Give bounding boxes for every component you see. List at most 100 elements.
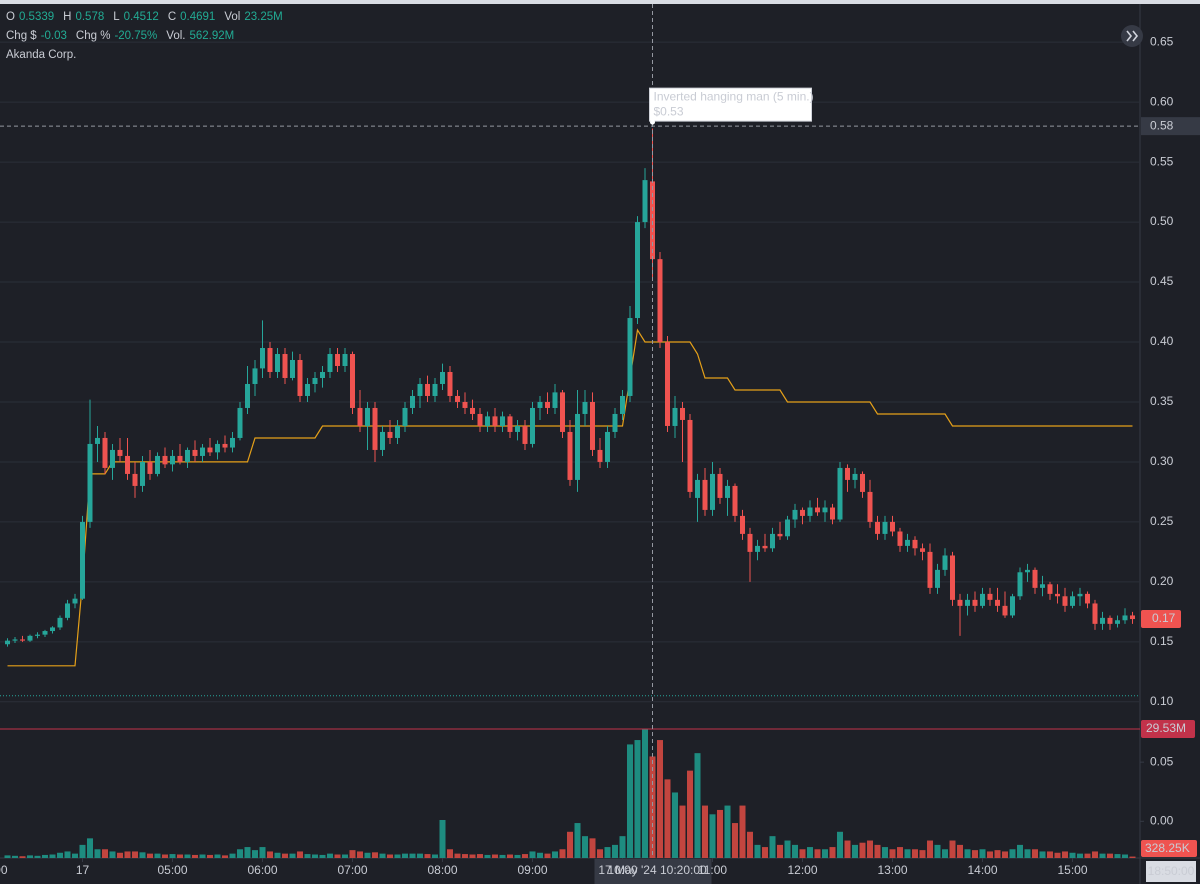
legend-value: -0.03 [40, 30, 67, 42]
candle-body [1122, 615, 1128, 621]
volume-bar [1002, 851, 1008, 858]
candle-body [627, 318, 633, 396]
candle-body [522, 425, 528, 444]
volume-bar [327, 853, 333, 858]
candle-body [12, 639, 18, 641]
candle-body [1040, 584, 1045, 588]
candle-body [845, 467, 850, 480]
candle-body [725, 485, 730, 498]
candle-body [1077, 593, 1083, 597]
candle-body [642, 180, 648, 223]
legend-item: Vol 23.25M [224, 8, 282, 27]
volume-bar [439, 819, 446, 858]
y-tick-label: 0.10 [1150, 694, 1174, 708]
candle-body [57, 617, 63, 628]
top-strip [0, 0, 1200, 4]
scroll-button[interactable] [1121, 25, 1143, 47]
volume-bar [807, 847, 813, 858]
legend-item: Chg % -20.75% [76, 27, 157, 46]
legend-label: Chg $ [6, 30, 37, 42]
candle-body [1017, 572, 1023, 597]
volume-bar [1017, 844, 1023, 858]
legend-row: O 0.5339 H 0.578 L 0.4512 C 0.4691 Vol 23.25M [6, 8, 283, 27]
candle-body [545, 401, 550, 408]
volume-bar [432, 854, 438, 858]
volume-bar [604, 847, 611, 858]
volume-bar [132, 851, 138, 858]
volume-bar [582, 836, 588, 858]
candle-body [515, 425, 520, 432]
x-tick-label: 03:00 [0, 863, 8, 877]
volume-bar [709, 814, 716, 858]
y-tick-label: 0.35 [1150, 394, 1174, 408]
volume-bar [927, 840, 933, 858]
candle-body [320, 371, 325, 378]
y-tick-label: 0.55 [1150, 154, 1174, 168]
candle-body [20, 639, 25, 641]
candle-body [920, 548, 925, 552]
candle-body [425, 383, 430, 396]
volume-bar [1107, 853, 1113, 858]
volume-max-label: 29.53M [1146, 721, 1186, 735]
volume-bar [852, 844, 858, 858]
candle-body [110, 449, 115, 468]
candle-body [1025, 569, 1030, 573]
legend-item: O 0.5339 [6, 8, 54, 27]
volume-bar [747, 831, 753, 858]
volume-bar [357, 851, 363, 858]
candle-body [365, 407, 370, 426]
candle-body [477, 413, 483, 426]
volume-bar [702, 805, 708, 858]
volume-bar [312, 854, 318, 858]
volume-bar [979, 849, 986, 858]
y-tick-label: 0.45 [1150, 274, 1174, 288]
volume-bar [372, 852, 378, 858]
volume-bar [499, 854, 506, 858]
legend-label: O [6, 11, 15, 23]
candle-body [380, 431, 385, 450]
x-tick-label: 11:00 [698, 863, 727, 877]
candle-body [620, 395, 625, 414]
candle-body [605, 431, 610, 462]
volume-bar [244, 847, 251, 858]
volume-bar [154, 853, 161, 858]
candle-body [177, 455, 183, 462]
candle-body [897, 531, 903, 546]
candle-body [372, 407, 378, 450]
volume-bar [649, 756, 656, 858]
candle-body [935, 569, 940, 588]
candle-body [462, 401, 468, 408]
volume-bar [597, 849, 603, 858]
y-tick-label: 0.40 [1150, 334, 1174, 348]
volume-bar [1032, 849, 1038, 858]
volume-bar [214, 854, 221, 858]
overlay: 0.58 17 May '24 10:20:00 Inverted hanging … [0, 4, 1200, 884]
volume-bar [867, 840, 873, 858]
candle-body [710, 473, 715, 510]
volume-bar [334, 854, 341, 858]
volume-bar [177, 854, 183, 858]
volume-bar [589, 838, 596, 858]
y-tick-label: 0.60 [1150, 94, 1174, 108]
volume-bar [1062, 851, 1068, 858]
volume-bar [964, 849, 971, 858]
y-tick-label: 0.20 [1150, 574, 1174, 588]
candle-body [237, 407, 243, 438]
volume-bar [147, 853, 153, 858]
last-price-label: 0.17 [1152, 611, 1176, 625]
volume-bar [657, 740, 663, 858]
plot-area [0, 41, 1140, 858]
volume-bar [829, 847, 836, 858]
volume-bar [1009, 849, 1016, 858]
candle-body [867, 491, 873, 522]
last-volume-box [1141, 840, 1197, 857]
candle-body [1115, 620, 1120, 624]
candle-body [485, 416, 490, 426]
volume-bar [484, 854, 491, 858]
volume-bar [552, 851, 558, 858]
legend-label: L [113, 11, 120, 23]
x-tick-label: 08:00 [427, 863, 457, 877]
candle-body [807, 507, 813, 516]
y-tick-label: 0.65 [1150, 34, 1174, 48]
